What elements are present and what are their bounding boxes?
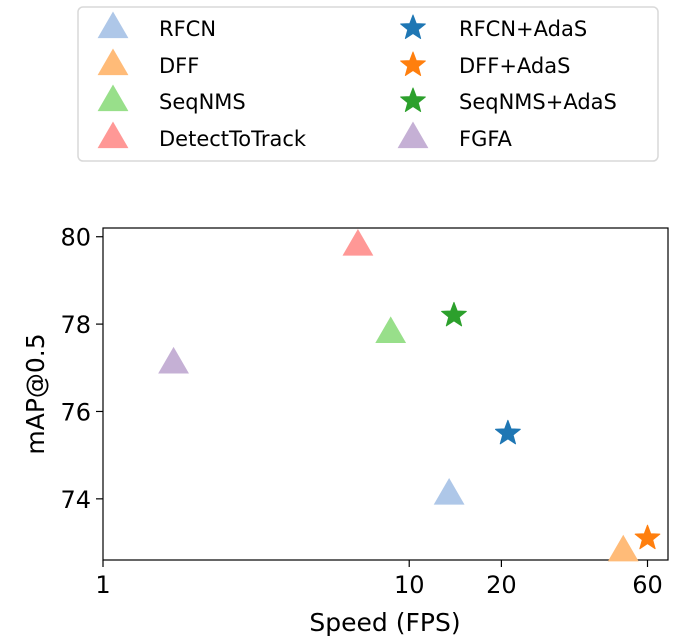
legend-marker xyxy=(400,14,426,40)
legend-marker xyxy=(97,121,129,149)
legend-marker xyxy=(400,51,426,77)
y-axis-label: mAP@0.5 xyxy=(21,333,50,454)
legend-label: FGFA xyxy=(459,127,513,151)
legend-marker xyxy=(400,87,426,113)
legend-label: SeqNMS xyxy=(159,90,246,114)
legend-label: SeqNMS+AdaS xyxy=(459,90,617,114)
legend-item: RFCN xyxy=(97,11,216,41)
legend-label: DFF+AdaS xyxy=(459,54,570,78)
data-point xyxy=(495,419,521,445)
legend-item: DFF xyxy=(97,48,199,78)
axis-ticks: 1 10 20 60 74 76 78 80 xyxy=(60,224,662,599)
legend-item: DetectToTrack xyxy=(97,121,307,151)
legend-marker xyxy=(97,48,129,76)
x-tick-label: 1 xyxy=(95,571,110,599)
legend-item: RFCN+AdaS xyxy=(400,14,587,41)
x-tick-label: 10 xyxy=(394,571,425,599)
data-marks xyxy=(158,228,661,562)
legend-label: RFCN+AdaS xyxy=(459,17,587,41)
data-point xyxy=(433,477,465,505)
legend-frame xyxy=(77,6,659,162)
legend-marker xyxy=(97,11,129,39)
legend-label: DetectToTrack xyxy=(159,127,307,151)
data-point xyxy=(634,524,661,550)
legend-label: DFF xyxy=(159,54,199,78)
x-tick-label: 20 xyxy=(486,571,517,599)
y-tick-label: 76 xyxy=(60,398,91,426)
x-axis-label: Speed (FPS) xyxy=(309,608,460,637)
data-point xyxy=(441,301,467,327)
data-point xyxy=(342,228,374,256)
y-tick-label: 74 xyxy=(60,486,91,514)
plot-area xyxy=(102,227,669,561)
legend: RFCN DFF SeqNMS DetectToTrack RFCN+AdaS DFF+A… xyxy=(77,6,659,162)
data-point xyxy=(375,316,407,343)
data-point xyxy=(158,346,189,374)
y-tick-label: 80 xyxy=(60,224,91,252)
legend-item: DFF+AdaS xyxy=(400,51,570,78)
data-point xyxy=(607,534,639,562)
legend-item: SeqNMS+AdaS xyxy=(400,87,617,114)
legend-label: RFCN xyxy=(159,17,216,41)
legend-item: SeqNMS xyxy=(97,84,246,114)
legend-marker xyxy=(97,84,129,112)
y-tick-label: 78 xyxy=(60,311,91,339)
x-tick-label: 60 xyxy=(632,571,663,599)
legend-item: FGFA xyxy=(397,121,513,151)
legend-marker xyxy=(397,121,429,149)
